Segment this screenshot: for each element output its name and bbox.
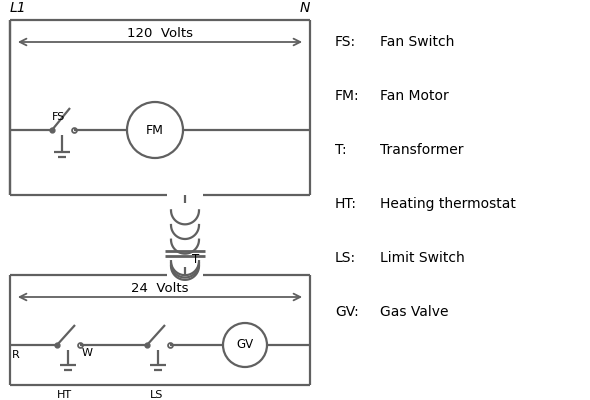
Text: HT:: HT:: [335, 197, 357, 211]
Text: Heating thermostat: Heating thermostat: [380, 197, 516, 211]
Text: GV: GV: [237, 338, 254, 352]
Text: LS: LS: [150, 390, 163, 400]
Text: HT: HT: [57, 390, 72, 400]
Text: L1: L1: [10, 1, 27, 15]
Text: W: W: [82, 348, 93, 358]
Text: FS: FS: [52, 112, 65, 122]
Text: FM: FM: [146, 124, 164, 136]
Text: Fan Switch: Fan Switch: [380, 35, 454, 49]
Text: T: T: [192, 253, 199, 266]
Text: R: R: [12, 350, 19, 360]
Text: Transformer: Transformer: [380, 143, 464, 157]
Text: 24  Volts: 24 Volts: [131, 282, 189, 295]
Text: LS:: LS:: [335, 251, 356, 265]
Text: 120  Volts: 120 Volts: [127, 27, 193, 40]
Text: Fan Motor: Fan Motor: [380, 89, 449, 103]
Text: Limit Switch: Limit Switch: [380, 251, 465, 265]
Text: N: N: [300, 1, 310, 15]
Text: GV:: GV:: [335, 305, 359, 319]
Text: FM:: FM:: [335, 89, 360, 103]
Text: T:: T:: [335, 143, 347, 157]
Text: Gas Valve: Gas Valve: [380, 305, 448, 319]
Text: FS:: FS:: [335, 35, 356, 49]
